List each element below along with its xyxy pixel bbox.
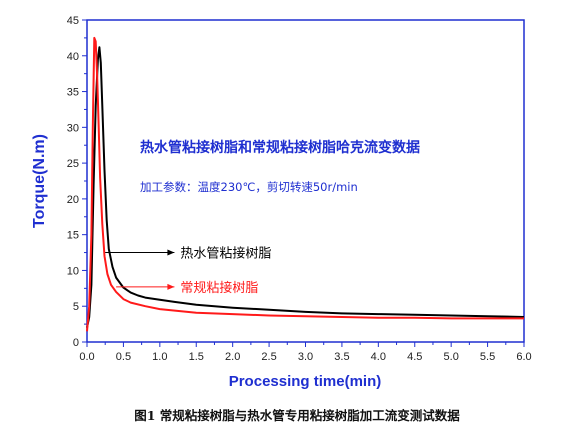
y-tick-label: 10 <box>67 265 79 277</box>
x-tick-label: 2.5 <box>261 351 276 363</box>
x-tick-label: 6.0 <box>516 351 531 363</box>
x-tick-label: 1.5 <box>189 351 204 363</box>
y-tick-label: 15 <box>67 230 79 242</box>
series-line <box>86 36 524 332</box>
x-tick-label: 2.0 <box>225 351 240 363</box>
processing-conditions: 加工参数：温度230℃，剪切转速50r/min <box>140 180 358 194</box>
y-tick-label: 25 <box>67 158 79 170</box>
annotation-label: 热水管粘接树脂 <box>180 246 271 262</box>
y-tick-label: 40 <box>67 51 79 63</box>
y-tick-label: 30 <box>67 122 79 134</box>
x-axis-ticks: 0.0 0.5 1.0 1.5 2.0 2.5 3.0 3.5 4.0 4.5 5.0 5.5 6.0 <box>79 342 532 363</box>
x-tick-label: 3.0 <box>298 351 313 363</box>
x-tick-label: 1.0 <box>152 351 167 363</box>
x-tick-label: 4.5 <box>407 351 422 363</box>
y-tick-label: 45 <box>67 15 79 27</box>
x-tick-label: 5.0 <box>444 351 459 363</box>
y-tick-label: 5 <box>73 301 79 313</box>
y-axis-label: Torque(N.m) <box>31 134 48 228</box>
annotation-arrowhead <box>167 249 175 256</box>
inner-title: 热水管粘接树脂和常规粘接树脂哈克流变数据 <box>140 139 420 156</box>
x-tick-label: 5.5 <box>480 351 495 363</box>
y-tick-label: 0 <box>73 337 79 349</box>
x-tick-label: 0.5 <box>116 351 131 363</box>
x-tick-label: 3.5 <box>334 351 349 363</box>
y-axis-ticks: 0 5 10 15 20 25 30 35 40 45 <box>67 15 87 349</box>
annotation-label: 常规粘接树脂 <box>180 280 258 296</box>
y-tick-label: 35 <box>67 87 79 99</box>
y-tick-label: 20 <box>67 194 79 206</box>
figure-caption: 图1 常规粘接树脂与热水管专用粘接树脂加工流变测试数据 <box>134 408 460 423</box>
x-tick-label: 4.0 <box>371 351 386 363</box>
x-tick-label: 0.0 <box>79 351 94 363</box>
x-axis-label: Processing time(min) <box>229 373 382 390</box>
annotation-arrowhead <box>167 283 175 290</box>
series-group <box>86 36 525 332</box>
